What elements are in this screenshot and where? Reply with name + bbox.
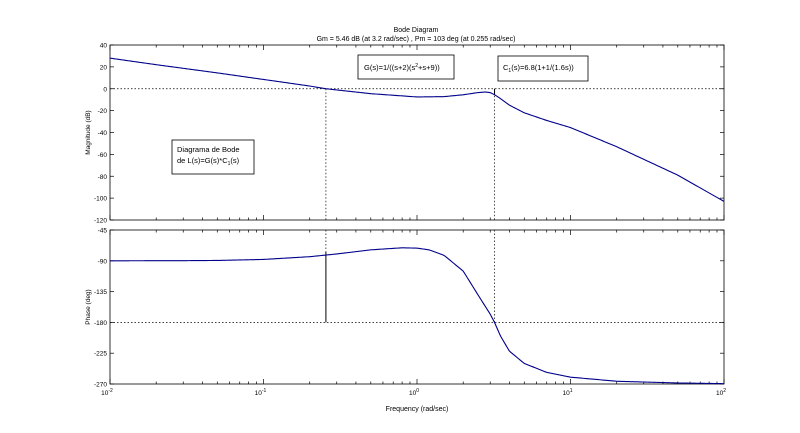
phase-y-tick-label: -270 (94, 382, 107, 389)
phase-x-ticks: 10-2 10-1 100 101 102 (101, 230, 726, 397)
phase-series-line (110, 247, 725, 385)
x-tick-label-exponent: 0 (416, 388, 419, 394)
x-tick-label: 10-2 (101, 388, 113, 397)
magnitude-axes: 40 20 0 -20 -40 -60 -80 -100 -120 Magnitude (dB)… (85, 43, 725, 225)
plant-annotation-part1: G(s)=1/((s+2)(s (364, 63, 416, 72)
controller-annotation-subscript: 1 (508, 68, 511, 74)
controller-annotation-box (497, 55, 589, 82)
controller-annotation-part1: C (503, 63, 509, 72)
magnitude-y-tick-label: -80 (98, 174, 108, 181)
magnitude-y-tick-label: -100 (94, 196, 107, 203)
plant-annotation: G(s)=1/((s+2)(s2+s+9)) (364, 63, 440, 72)
x-tick-label-base: 10 (409, 390, 417, 397)
x-tick-label: 101 (562, 388, 572, 397)
magnitude-y-axis-label: Magnitude (dB) (85, 110, 92, 154)
magnitude-series-line (109, 57, 725, 202)
x-tick-label-exponent: -2 (108, 388, 113, 394)
magnitude-y-tick-label: 40 (100, 43, 108, 50)
magnitude-y-tick-label: 20 (100, 64, 108, 71)
chart-title: Bode Diagram (394, 27, 439, 34)
controller-annotation: C1(s)=6.8(1+1/(1.6s)) (503, 63, 574, 74)
magnitude-y-tick-label: -60 (98, 152, 108, 159)
magnitude-x-ticks (109, 45, 725, 220)
caption-annotation-box (171, 139, 255, 175)
chart-subtitle: Gm = 5.46 dB (at 3.2 rad/sec) , Pm = 103… (317, 36, 516, 43)
caption-annotation-line2-part1: de L(s)=G(s)*C (177, 156, 228, 165)
magnitude-y-tick-label: -120 (94, 218, 107, 225)
phase-y-tick-label: -90 (98, 258, 108, 265)
phase-y-tick-label: -180 (94, 320, 107, 327)
plant-annotation-part2: +s+9)) (418, 63, 440, 72)
caption-annotation-line2-part2: (s) (230, 156, 239, 165)
magnitude-y-tick-label: -40 (98, 130, 108, 137)
plant-annotation-superscript: 2 (415, 63, 418, 69)
phase-y-tick-label: -135 (94, 289, 107, 296)
x-tick-label: 102 (716, 388, 726, 397)
caption-annotation-line2: de L(s)=G(s)*C1(s) (177, 156, 240, 167)
x-tick-label-base: 10 (101, 390, 109, 397)
x-tick-label-exponent: -1 (262, 388, 267, 394)
x-tick-label-base: 10 (562, 390, 570, 397)
magnitude-y-ticks: 40 20 0 -20 -40 -60 -80 -100 -120 (94, 43, 724, 225)
phase-y-ticks: -45 -90 -135 -180 -225 -270 (94, 228, 724, 389)
phase-y-tick-label: -225 (94, 351, 107, 358)
caption-annotation-line2-subscript: 1 (228, 161, 231, 167)
plant-annotation-box (357, 54, 455, 80)
x-tick-label-base: 10 (255, 390, 263, 397)
x-tick-label: 100 (409, 388, 419, 397)
x-tick-label-exponent: 2 (723, 388, 726, 394)
phase-axes-box (109, 229, 725, 385)
x-tick-label-base: 10 (716, 390, 724, 397)
magnitude-y-tick-label: 0 (103, 86, 107, 93)
phase-axes: -45-90-135-180-225-270 10-2 10-1 100 101 102… (85, 228, 726, 398)
magnitude-y-tick-label: -20 (98, 108, 108, 115)
phase-y-tick-label: -45 (98, 228, 108, 235)
controller-annotation-part2: (s)=6.8(1+1/(1.6s)) (511, 63, 574, 72)
phase-y-axis-label: Phase (deg) (85, 289, 92, 324)
x-tick-label: 10-1 (255, 388, 267, 397)
x-axis-label: Frequency (rad/sec) (386, 406, 449, 413)
x-tick-label-exponent: 1 (570, 388, 573, 394)
caption-annotation-line1: Diagrama de Bode (177, 145, 240, 154)
